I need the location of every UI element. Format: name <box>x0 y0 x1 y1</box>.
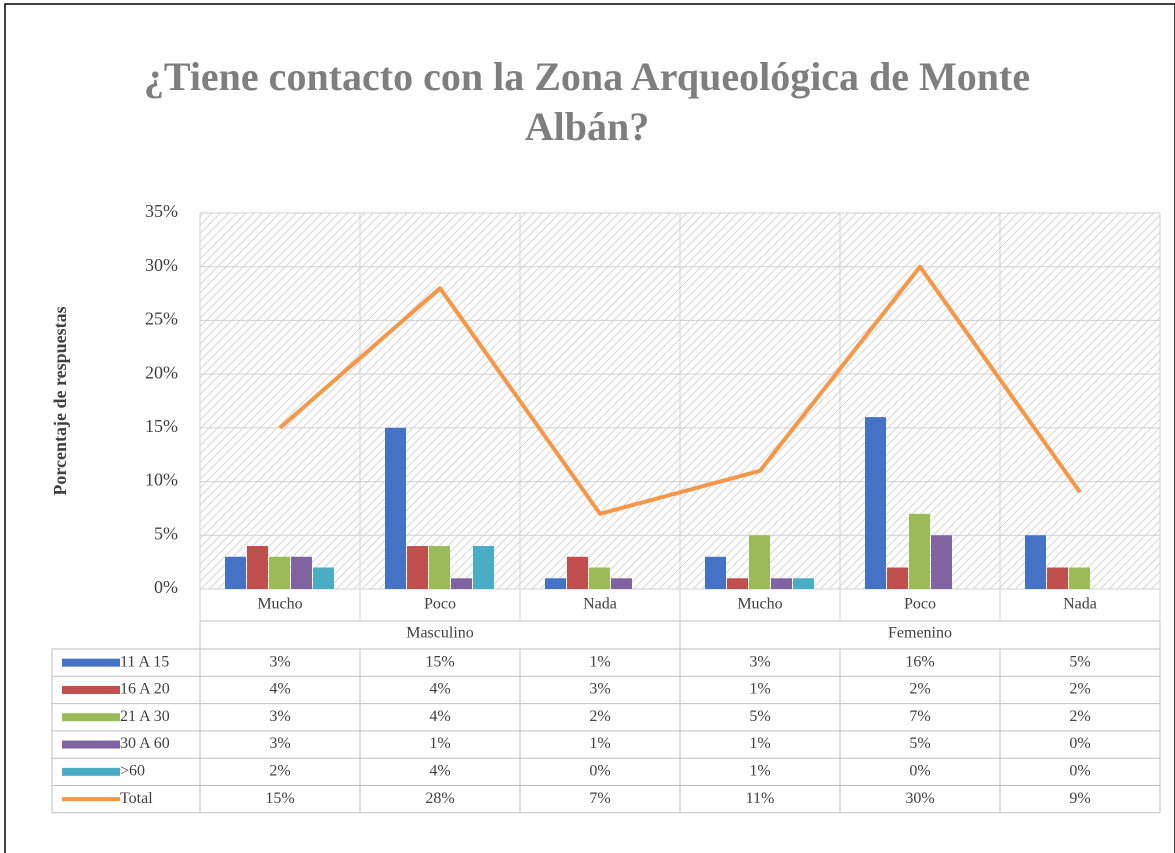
bar <box>611 578 632 589</box>
bar <box>771 578 792 589</box>
table-value: 2% <box>1069 708 1090 725</box>
y-tick-label: 30% <box>145 255 178 275</box>
y-tick-label: 20% <box>145 362 178 382</box>
group-label: Femenino <box>888 625 952 642</box>
bar <box>451 578 472 589</box>
bar <box>727 578 748 589</box>
bar <box>793 578 814 589</box>
table-value: 2% <box>269 763 290 780</box>
bar <box>407 546 428 589</box>
table-value: 30% <box>905 790 934 807</box>
bar <box>545 578 566 589</box>
legend-key <box>62 713 120 722</box>
x-tick-label: Nada <box>1063 596 1097 613</box>
table-value: 0% <box>909 763 930 780</box>
bar <box>705 556 726 589</box>
table-value: 3% <box>269 708 290 725</box>
line <box>278 264 1082 516</box>
table-value: 1% <box>589 735 610 752</box>
legend-label: 21 A 30 <box>120 708 170 725</box>
table-value: 1% <box>749 763 770 780</box>
table-value: 9% <box>1069 790 1090 807</box>
table-value: 5% <box>909 735 930 752</box>
bar <box>385 427 406 589</box>
x-tick-label: Poco <box>904 596 936 613</box>
x-tick-label: Nada <box>583 596 617 613</box>
table-value: 7% <box>909 708 930 725</box>
y-tick-label: 5% <box>154 523 178 543</box>
y-axis-label: Porcentaje de respuestas <box>50 306 70 495</box>
table-value: 2% <box>1069 681 1090 698</box>
x-tick-label: Mucho <box>257 596 302 613</box>
table-value: 7% <box>589 790 610 807</box>
y-tick-label: 0% <box>154 577 178 597</box>
y-tick-label: 25% <box>145 309 178 329</box>
table-value: 1% <box>749 681 770 698</box>
table-value: 15% <box>265 790 294 807</box>
table-value: 5% <box>1069 653 1090 670</box>
bar <box>749 535 770 589</box>
table-value: 3% <box>749 653 770 670</box>
table-value: 2% <box>589 708 610 725</box>
x-tick-label: Mucho <box>737 596 782 613</box>
y-tick-label: 10% <box>145 470 178 490</box>
table-value: 0% <box>589 763 610 780</box>
y-tick-label: 35% <box>145 201 178 221</box>
bar <box>225 556 246 589</box>
bar <box>1047 567 1068 589</box>
legend-label: 16 A 20 <box>120 681 170 698</box>
x-tick-label: Poco <box>424 596 456 613</box>
legend-label: >60 <box>120 763 145 780</box>
group-label: Masculino <box>406 625 474 642</box>
bar <box>269 556 290 589</box>
bar <box>429 546 450 589</box>
bar <box>291 556 312 589</box>
legend-label: 11 A 15 <box>120 653 169 670</box>
bar <box>887 567 908 589</box>
table-value: 3% <box>269 735 290 752</box>
bar <box>931 535 952 589</box>
bar <box>909 513 930 589</box>
table-value: 11% <box>746 790 775 807</box>
table-value: 0% <box>1069 763 1090 780</box>
table-value: 4% <box>429 763 450 780</box>
table-value: 1% <box>429 735 450 752</box>
legend-key <box>62 658 120 667</box>
table-value: 1% <box>749 735 770 752</box>
chart-title: ¿Tiene contacto con la Zona Arqueológica… <box>143 54 1031 149</box>
table-value: 4% <box>269 681 290 698</box>
table-value: 15% <box>425 653 454 670</box>
table-value: 0% <box>1069 735 1090 752</box>
legend-key <box>62 685 120 694</box>
table-value: 3% <box>589 681 610 698</box>
y-tick-label: 15% <box>145 416 178 436</box>
bar <box>865 417 886 589</box>
table-value: 4% <box>429 708 450 725</box>
legend-key <box>62 767 120 776</box>
bar <box>567 556 588 589</box>
bar <box>589 567 610 589</box>
table-value: 16% <box>905 653 934 670</box>
bar <box>473 546 494 589</box>
bar <box>313 567 334 589</box>
bar <box>247 546 268 589</box>
legend-label: 30 A 60 <box>120 735 170 752</box>
table-value: 3% <box>269 653 290 670</box>
chart-border <box>4 3 1175 853</box>
table-value: 4% <box>429 681 450 698</box>
table-value: 28% <box>425 790 454 807</box>
table-value: 2% <box>909 681 930 698</box>
legend-key <box>62 740 120 749</box>
bar <box>1069 567 1090 589</box>
table-value: 1% <box>589 653 610 670</box>
legend-label: Total <box>120 790 153 807</box>
bar <box>1025 535 1046 589</box>
table-value: 5% <box>749 708 770 725</box>
